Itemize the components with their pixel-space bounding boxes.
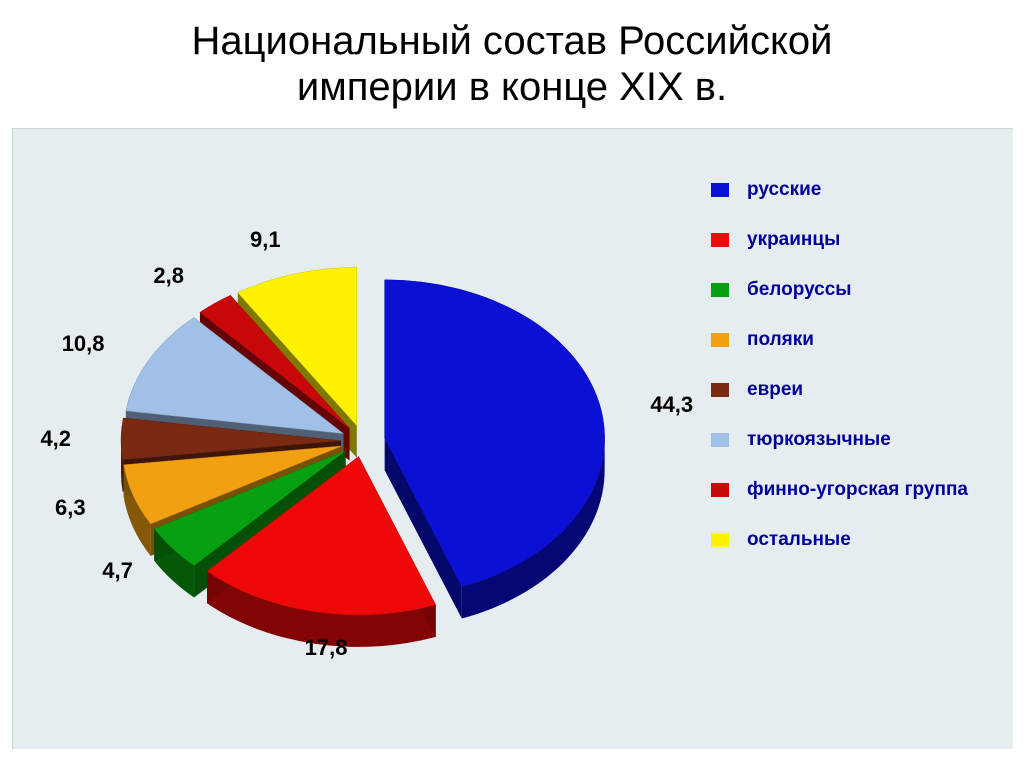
legend-item: остальные [711, 529, 981, 551]
legend-item: евреи [711, 379, 981, 401]
pie-value-label: 4,2 [11, 426, 71, 452]
pie-chart: 44,317,84,76,34,210,82,89,1 [63, 151, 623, 711]
legend-label: белоруссы [747, 279, 852, 301]
legend-item: финно-угорская группа [711, 479, 981, 501]
legend-item: тюркоязычные [711, 429, 981, 451]
chart-title: Национальный состав Российской империи в… [0, 0, 1024, 110]
legend-swatch [711, 483, 729, 497]
pie-svg [63, 151, 623, 711]
legend-item: украинцы [711, 229, 981, 251]
legend-swatch [711, 183, 729, 197]
legend-item: русские [711, 179, 981, 201]
legend-label: русские [747, 179, 821, 201]
legend-swatch [711, 433, 729, 447]
pie-value-label: 4,7 [73, 558, 133, 584]
legend-swatch [711, 233, 729, 247]
legend-swatch [711, 533, 729, 547]
pie-value-label: 17,8 [305, 635, 348, 661]
legend-label: украинцы [747, 229, 840, 251]
pie-value-label: 2,8 [124, 263, 184, 289]
legend-item: белоруссы [711, 279, 981, 301]
legend-label: остальные [747, 529, 851, 551]
pie-value-label: 10,8 [45, 331, 105, 357]
chart-title-line2: империи в конце XIX в. [0, 64, 1024, 110]
legend-item: поляки [711, 329, 981, 351]
legend: русские украинцы белоруссы поляки евреи тюрко… [711, 179, 981, 579]
legend-swatch [711, 383, 729, 397]
legend-label: финно-угорская группа [747, 479, 968, 501]
chart-panel: 44,3 17,8 4,7 6,3 4,2 10,8 2,8 9,1 русские украи… [12, 128, 1013, 749]
legend-label: тюркоязычные [747, 429, 891, 451]
legend-swatch [711, 283, 729, 297]
legend-label: поляки [747, 329, 814, 351]
legend-swatch [711, 333, 729, 347]
pie-value-label: 9,1 [221, 227, 281, 253]
pie-value-label: 44,3 [650, 392, 693, 418]
legend-label: евреи [747, 379, 803, 401]
pie-value-label: 6,3 [26, 495, 86, 521]
chart-title-line1: Национальный состав Российской [0, 18, 1024, 64]
